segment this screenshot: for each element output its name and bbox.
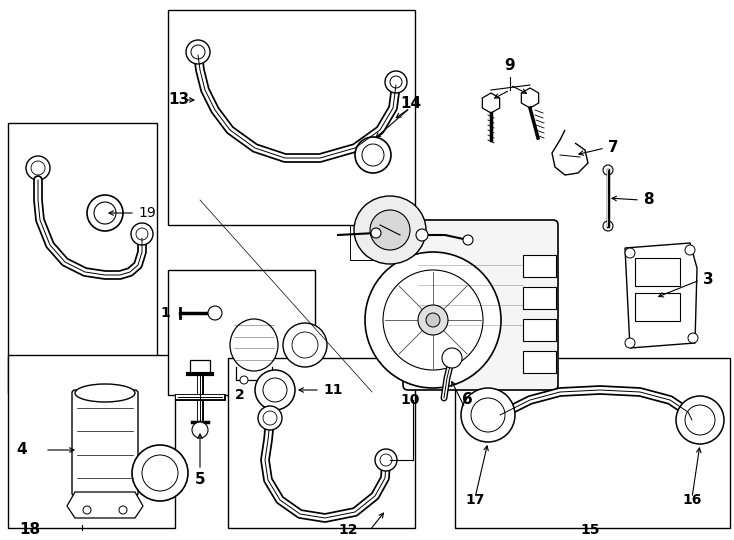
- Circle shape: [688, 333, 698, 343]
- Circle shape: [192, 422, 208, 438]
- Circle shape: [442, 348, 462, 368]
- Circle shape: [260, 376, 268, 384]
- Bar: [228, 358, 415, 528]
- Circle shape: [685, 405, 715, 435]
- Circle shape: [603, 165, 613, 175]
- FancyBboxPatch shape: [72, 390, 138, 496]
- Bar: [455, 358, 730, 528]
- Circle shape: [685, 245, 695, 255]
- Text: 19: 19: [138, 206, 156, 220]
- Text: 2: 2: [235, 388, 245, 402]
- Circle shape: [292, 332, 318, 358]
- FancyBboxPatch shape: [403, 220, 558, 390]
- Polygon shape: [67, 492, 143, 518]
- Circle shape: [676, 396, 724, 444]
- Text: 5: 5: [195, 472, 206, 488]
- Bar: [523, 255, 556, 277]
- Bar: [523, 319, 556, 341]
- Circle shape: [119, 506, 127, 514]
- Text: 4: 4: [17, 442, 27, 457]
- Text: 3: 3: [703, 273, 713, 287]
- Circle shape: [26, 156, 50, 180]
- Bar: [523, 351, 556, 373]
- Text: 10: 10: [400, 393, 419, 407]
- Circle shape: [31, 161, 45, 175]
- Circle shape: [132, 445, 188, 501]
- Circle shape: [365, 252, 501, 388]
- Circle shape: [191, 45, 205, 59]
- Circle shape: [625, 248, 635, 258]
- Polygon shape: [552, 130, 588, 175]
- Text: 14: 14: [400, 96, 421, 111]
- Text: 16: 16: [683, 493, 702, 507]
- Text: 18: 18: [19, 523, 40, 537]
- Circle shape: [603, 221, 613, 231]
- Circle shape: [240, 376, 248, 384]
- Text: 15: 15: [581, 523, 600, 537]
- Circle shape: [94, 202, 116, 224]
- Text: 6: 6: [462, 393, 473, 408]
- Circle shape: [263, 378, 287, 402]
- Circle shape: [258, 406, 282, 430]
- Text: 8: 8: [643, 192, 653, 207]
- Circle shape: [461, 388, 515, 442]
- Bar: [635, 293, 680, 321]
- Polygon shape: [625, 243, 697, 348]
- Bar: [168, 270, 315, 395]
- Circle shape: [370, 210, 410, 250]
- Text: 9: 9: [505, 58, 515, 73]
- Circle shape: [263, 411, 277, 425]
- Text: 12: 12: [338, 523, 357, 537]
- Circle shape: [83, 506, 91, 514]
- Bar: [168, 10, 415, 225]
- Circle shape: [87, 195, 123, 231]
- Text: 7: 7: [608, 140, 619, 156]
- Circle shape: [418, 305, 448, 335]
- Text: 11: 11: [323, 383, 343, 397]
- Text: 13: 13: [168, 92, 189, 107]
- Circle shape: [426, 313, 440, 327]
- Circle shape: [416, 229, 428, 241]
- Circle shape: [625, 338, 635, 348]
- Circle shape: [208, 306, 222, 320]
- Circle shape: [463, 235, 473, 245]
- Circle shape: [371, 228, 381, 238]
- Circle shape: [375, 449, 397, 471]
- Circle shape: [362, 144, 384, 166]
- Circle shape: [385, 71, 407, 93]
- Bar: [8, 355, 175, 528]
- Circle shape: [131, 223, 153, 245]
- Text: 1: 1: [160, 306, 170, 320]
- Circle shape: [255, 370, 295, 410]
- Ellipse shape: [230, 319, 278, 371]
- Bar: [190, 360, 210, 374]
- Bar: [523, 287, 556, 309]
- Circle shape: [390, 76, 402, 88]
- Circle shape: [142, 455, 178, 491]
- Bar: [8, 123, 157, 393]
- Circle shape: [383, 270, 483, 370]
- Circle shape: [186, 40, 210, 64]
- Ellipse shape: [75, 384, 135, 402]
- Circle shape: [380, 454, 392, 466]
- Circle shape: [136, 228, 148, 240]
- Bar: [635, 258, 680, 286]
- Ellipse shape: [354, 196, 426, 264]
- Text: 17: 17: [465, 493, 484, 507]
- Circle shape: [355, 137, 391, 173]
- Circle shape: [471, 398, 505, 432]
- Circle shape: [283, 323, 327, 367]
